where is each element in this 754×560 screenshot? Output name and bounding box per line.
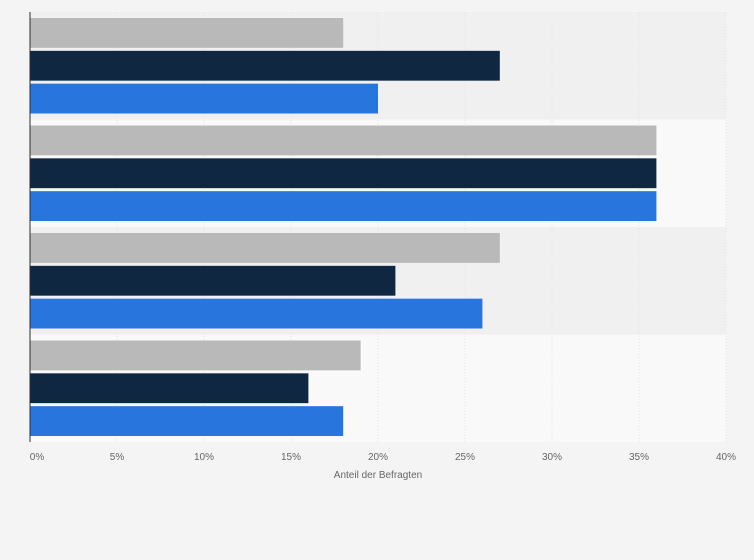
bar bbox=[30, 406, 344, 436]
x-tick-label: 20% bbox=[368, 452, 388, 463]
bar bbox=[30, 191, 657, 221]
x-tick-label: 0% bbox=[30, 452, 45, 463]
x-tick-label: 10% bbox=[194, 452, 214, 463]
bar bbox=[30, 50, 500, 81]
bar bbox=[30, 265, 396, 296]
bar bbox=[30, 83, 378, 114]
bars bbox=[30, 18, 657, 436]
x-axis-ticks: 0% 5% 10% 15% 20% 25% 30% 35% 40% bbox=[30, 452, 736, 463]
bar bbox=[30, 233, 500, 263]
x-tick-label: 30% bbox=[542, 452, 562, 463]
bar bbox=[30, 158, 657, 189]
x-tick-label: 40% bbox=[716, 452, 736, 463]
x-tick-label: 15% bbox=[281, 452, 301, 463]
bar bbox=[30, 373, 309, 404]
x-axis-label: Anteil der Befragten bbox=[334, 470, 422, 481]
bar bbox=[30, 298, 483, 329]
x-tick-label: 25% bbox=[455, 452, 475, 463]
bar bbox=[30, 125, 657, 156]
bar bbox=[30, 18, 344, 48]
x-tick-label: 35% bbox=[629, 452, 649, 463]
bar bbox=[30, 340, 361, 371]
x-tick-label: 5% bbox=[110, 452, 125, 463]
